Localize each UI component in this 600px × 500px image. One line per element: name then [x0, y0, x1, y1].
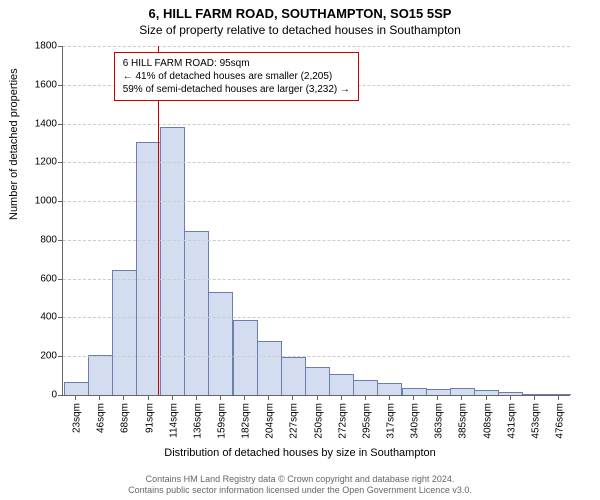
bar [64, 382, 89, 395]
xtick-label: 272sqm [337, 403, 348, 439]
bar [402, 388, 427, 395]
grid-line [63, 46, 570, 47]
annotation-line: ← 41% of detached houses are smaller (2,… [123, 70, 350, 83]
bar [353, 380, 378, 395]
xtick-mark [317, 395, 318, 400]
xtick-label: 68sqm [120, 403, 131, 433]
xtick-mark [220, 395, 221, 400]
xtick-mark [268, 395, 269, 400]
xtick-mark [510, 395, 511, 400]
grid-line [63, 240, 570, 241]
xtick-mark [389, 395, 390, 400]
xtick-label: 431sqm [506, 403, 517, 439]
bar [184, 231, 209, 395]
xtick-label: 363sqm [434, 403, 445, 439]
xtick-mark [148, 395, 149, 400]
annotation-line: 6 HILL FARM ROAD: 95sqm [123, 57, 350, 70]
chart-subtitle: Size of property relative to detached ho… [0, 21, 600, 37]
xtick-mark [75, 395, 76, 400]
xtick-mark [534, 395, 535, 400]
bar [329, 374, 354, 395]
ytick-label: 1600 [35, 79, 63, 90]
xtick-mark [437, 395, 438, 400]
xtick-label: 295sqm [361, 403, 372, 439]
xtick-label: 182sqm [241, 403, 252, 439]
bar [450, 388, 475, 395]
xtick-mark [341, 395, 342, 400]
bar [160, 127, 185, 395]
xtick-label: 385sqm [458, 403, 469, 439]
xtick-mark [123, 395, 124, 400]
xtick-mark [413, 395, 414, 400]
xtick-label: 340sqm [410, 403, 421, 439]
xtick-mark [486, 395, 487, 400]
ytick-label: 1800 [35, 41, 63, 52]
ytick-label: 0 [51, 390, 63, 401]
xtick-mark [558, 395, 559, 400]
caption: Contains HM Land Registry data © Crown c… [0, 474, 600, 496]
bar [208, 292, 233, 395]
bar [233, 320, 258, 395]
grid-line [63, 201, 570, 202]
xtick-label: 46sqm [96, 403, 107, 433]
xtick-label: 476sqm [554, 403, 565, 439]
xtick-mark [196, 395, 197, 400]
xtick-mark [99, 395, 100, 400]
bar [377, 383, 402, 395]
xtick-mark [172, 395, 173, 400]
ytick-label: 1200 [35, 157, 63, 168]
xtick-label: 227sqm [289, 403, 300, 439]
xtick-label: 136sqm [192, 403, 203, 439]
grid-line [63, 356, 570, 357]
ytick-label: 1400 [35, 118, 63, 129]
ytick-label: 400 [40, 312, 63, 323]
xtick-label: 317sqm [385, 403, 396, 439]
caption-line-1: Contains HM Land Registry data © Crown c… [0, 474, 600, 485]
xtick-label: 204sqm [265, 403, 276, 439]
xtick-label: 408sqm [482, 403, 493, 439]
grid-line [63, 317, 570, 318]
y-axis-label: Number of detached properties [8, 68, 20, 220]
xtick-label: 453sqm [530, 403, 541, 439]
x-axis-label: Distribution of detached houses by size … [0, 447, 600, 459]
xtick-label: 114sqm [168, 403, 179, 438]
xtick-label: 159sqm [216, 403, 227, 439]
bar [281, 357, 306, 395]
xtick-label: 91sqm [144, 403, 155, 433]
xtick-mark [292, 395, 293, 400]
annotation-box: 6 HILL FARM ROAD: 95sqm← 41% of detached… [114, 52, 359, 101]
xtick-label: 23sqm [72, 403, 83, 433]
ytick-label: 800 [40, 234, 63, 245]
ytick-label: 200 [40, 351, 63, 362]
caption-line-2: Contains public sector information licen… [0, 485, 600, 496]
xtick-mark [244, 395, 245, 400]
bar [257, 341, 282, 395]
grid-line [63, 124, 570, 125]
chart-plot-area: 02004006008001000120014001600180023sqm46… [62, 46, 570, 396]
ytick-label: 1000 [35, 196, 63, 207]
ytick-label: 600 [40, 273, 63, 284]
bar [88, 355, 113, 395]
xtick-mark [365, 395, 366, 400]
bar [305, 367, 330, 395]
xtick-mark [461, 395, 462, 400]
bar [112, 270, 137, 395]
chart-supertitle: 6, HILL FARM ROAD, SOUTHAMPTON, SO15 5SP [0, 0, 600, 21]
grid-line [63, 279, 570, 280]
xtick-label: 250sqm [313, 403, 324, 439]
grid-line [63, 162, 570, 163]
annotation-line: 59% of semi-detached houses are larger (… [123, 83, 350, 96]
